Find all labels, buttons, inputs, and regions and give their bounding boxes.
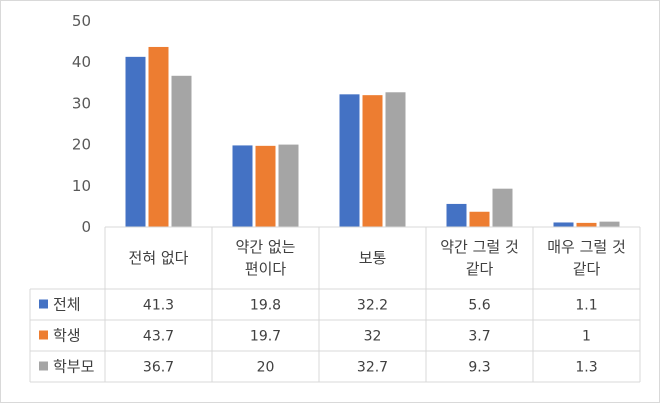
legend-key-학부모 xyxy=(39,361,48,371)
data-label-학부모-3: 9.3 xyxy=(468,360,490,376)
legend-key-전체 xyxy=(39,299,48,309)
data-label-전체-4: 1.1 xyxy=(575,298,597,314)
legend-label-학생: 학생 xyxy=(53,327,81,345)
bar-전체-1 xyxy=(232,145,253,227)
y-tick-label-3: 30 xyxy=(72,94,91,112)
category-label-3-0: 약간 그럴 것 xyxy=(440,238,519,256)
category-label-4-0: 매우 그럴 것 xyxy=(547,238,626,256)
legend-label-전체: 전체 xyxy=(53,296,81,314)
bar-학부모-0 xyxy=(171,75,192,228)
bar-학생-3 xyxy=(469,211,490,227)
category-label-4-1: 같다 xyxy=(573,260,601,278)
data-label-학부모-0: 36.7 xyxy=(143,360,174,376)
data-label-전체-0: 41.3 xyxy=(143,298,174,314)
category-label-2-0: 보통 xyxy=(359,249,387,267)
bar-전체-0 xyxy=(125,56,146,228)
category-label-1-1: 편이다 xyxy=(245,260,287,278)
bar-전체-2 xyxy=(339,94,360,227)
data-label-학생-1: 19.7 xyxy=(250,329,281,345)
bar-학생-0 xyxy=(148,46,169,228)
y-tick-label-0: 0 xyxy=(81,218,91,236)
bar-전체-3 xyxy=(446,203,467,227)
category-label-0-0: 전혀 없다 xyxy=(129,249,189,267)
y-tick-label-5: 50 xyxy=(72,12,91,30)
data-label-학생-3: 3.7 xyxy=(468,329,490,345)
bar-학부모-2 xyxy=(385,92,406,227)
y-tick-label-1: 10 xyxy=(72,177,91,195)
bar-학부모-1 xyxy=(278,144,299,227)
data-label-전체-3: 5.6 xyxy=(468,298,490,314)
bar-학부모-3 xyxy=(492,188,513,227)
y-tick-label-2: 20 xyxy=(72,136,91,154)
data-label-학생-4: 1 xyxy=(582,329,591,345)
bar-학생-1 xyxy=(255,145,276,227)
legend-label-학부모: 학부모 xyxy=(53,358,95,376)
category-label-1-0: 약간 없는 xyxy=(236,238,296,256)
y-tick-label-4: 40 xyxy=(72,53,91,71)
legend-key-학생 xyxy=(39,330,48,340)
data-label-전체-1: 19.8 xyxy=(250,298,281,314)
data-label-학부모-1: 20 xyxy=(257,360,275,376)
bar-학부모-4 xyxy=(599,221,620,227)
data-label-학부모-2: 32.7 xyxy=(357,360,388,376)
bar-학생-4 xyxy=(576,222,597,227)
category-label-3-1: 같다 xyxy=(466,260,494,278)
data-label-학생-0: 43.7 xyxy=(143,329,174,345)
bar-전체-4 xyxy=(553,222,574,227)
data-label-전체-2: 32.2 xyxy=(357,298,388,314)
data-label-학생-2: 32 xyxy=(364,329,382,345)
bar-학생-2 xyxy=(362,95,383,227)
data-label-학부모-4: 1.3 xyxy=(575,360,597,376)
